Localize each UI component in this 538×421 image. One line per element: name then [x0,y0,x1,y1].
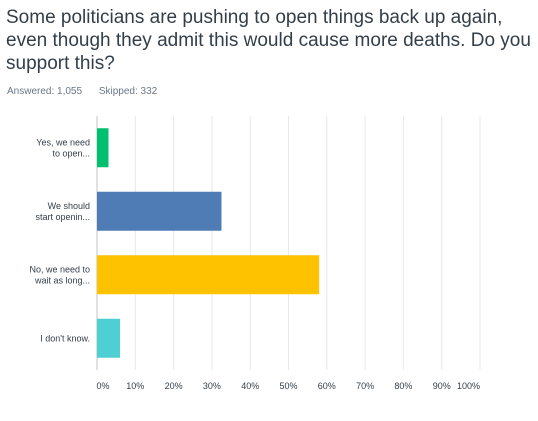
category-label: No, we need to wait as long... [29,264,90,285]
x-tick-label: 30% [203,381,221,391]
bar-3 [97,318,120,358]
bar-1 [97,191,222,231]
x-tick-label: 0% [96,381,109,391]
answered-count: Answered: 1,055 [7,86,83,97]
x-tick-label: 70% [356,381,374,391]
chart-grid [96,116,481,370]
x-axis-ticks: 0% 10% 20% 30% 40% 50% 60% 70% 80% 90% 100% [96,381,480,391]
x-tick-label: 10% [126,381,144,391]
question-title: Some politicians are pushing to open thi… [6,7,531,74]
x-tick-label: 50% [279,381,297,391]
category-labels: Yes, we need to open... We should start ope… [29,137,90,343]
category-label: I don't know. [40,333,90,343]
x-tick-label: 40% [241,381,259,391]
chart-bars [97,128,320,358]
skipped-count: Skipped: 332 [98,86,158,97]
category-label: We should start openin... [35,201,90,222]
x-tick-label: 100% [457,381,480,391]
x-tick-label: 80% [394,381,412,391]
x-tick-label: 90% [433,381,451,391]
x-tick-label: 60% [318,381,336,391]
response-stats: Answered: 1,055 Skipped: 332 [7,86,157,97]
category-label: Yes, we need to open... [36,137,90,158]
bar-2 [97,255,320,295]
x-tick-label: 20% [165,381,183,391]
bar-0 [97,128,109,168]
